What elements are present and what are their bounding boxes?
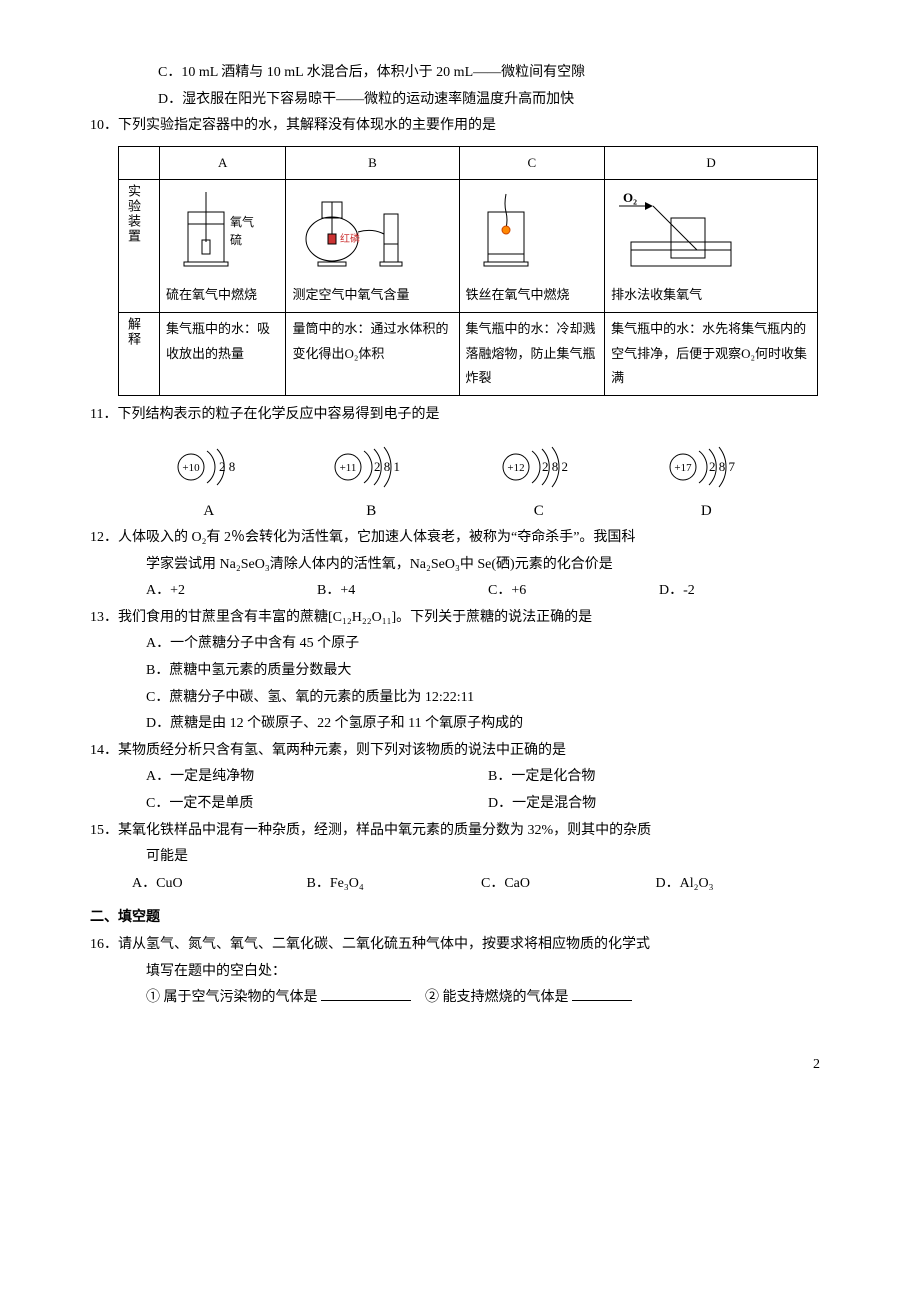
col-c: C (459, 146, 605, 180)
page-number: 2 (90, 1052, 830, 1079)
label-red-p: 红磷 (340, 232, 360, 245)
col-b: B (286, 146, 459, 180)
svg-text:2 8 7: 2 8 7 (709, 459, 736, 474)
explain-c: 集气瓶中的水：冷却溅落融熔物，防止集气瓶炸裂 (459, 312, 605, 395)
q16-part2-text: ② 能支持燃烧的气体是 (425, 990, 569, 1005)
q16-blank-2[interactable] (572, 986, 632, 1001)
q13-b: B．蔗糖中氢元素的质量分数最大 (146, 658, 830, 685)
q11-atoms: +10 2 8 A +11 2 8 1 B +12 2 8 2 C (130, 439, 790, 526)
q12-stem-1: 12．人体吸入的 O₂有 2％会转化为活性氧，它加速人体衰老，被称为“夺命杀手”… (118, 525, 830, 552)
atom-c: +12 2 8 2 C (494, 439, 584, 526)
svg-text:+11: +11 (340, 462, 357, 474)
caption-a: 硫在氧气中燃烧 (166, 283, 279, 308)
q15-options: A．CuO B．Fe₃O₄ C．CaO D．Al₂O₃ (132, 871, 830, 898)
svg-text:+17: +17 (675, 462, 693, 474)
q11-stem: 11．下列结构表示的粒子在化学反应中容易得到电子的是 (118, 402, 830, 429)
q12-options: A．+2 B．+4 C．+6 D．-2 (146, 578, 830, 605)
explain-a: 集气瓶中的水：吸收放出的热量 (160, 312, 286, 395)
q16-stem-1: 16．请从氢气、氮气、氧气、二氧化碳、二氧化硫五种气体中，按要求将相应物质的化学… (118, 932, 830, 959)
apparatus-c: 铁丝在氧气中燃烧 (459, 180, 605, 312)
q15-d: D．Al₂O₃ (656, 871, 831, 898)
apparatus-a: 氧气 硫 硫在氧气中燃烧 (160, 180, 286, 312)
col-d: D (605, 146, 818, 180)
q10-stem: 10．下列实验指定容器中的水，其解释没有体现水的主要作用的是 (118, 113, 830, 140)
row-apparatus-label: 实验装置 (119, 180, 160, 312)
atom-a: +10 2 8 A (169, 439, 249, 526)
q12-b: B．+4 (317, 578, 488, 605)
q14-b: B．一定是化合物 (488, 764, 830, 791)
row-explain-label: 解释 (119, 312, 160, 395)
q15-b: B．Fe₃O₄ (307, 871, 482, 898)
q13-d: D．蔗糖是由 12 个碳原子、22 个氢原子和 11 个氧原子构成的 (146, 711, 830, 738)
explain-b: 量筒中的水：通过水体积的变化得出O₂体积 (286, 312, 459, 395)
q15-stem-1: 15．某氧化铁样品中混有一种杂质，经测，样品中氧元素的质量分数为 32%，则其中… (118, 818, 830, 845)
q15-stem-2: 可能是 (146, 844, 830, 871)
q15-c: C．CaO (481, 871, 656, 898)
q10-table: A B C D 实验装置 氧气 硫 硫在氧气中燃烧 (118, 146, 818, 396)
caption-b: 测定空气中氧气含量 (292, 283, 452, 308)
section-2-heading: 二、填空题 (90, 905, 830, 932)
q13-a: A．一个蔗糖分子中含有 45 个原子 (146, 631, 830, 658)
q13-c: C．蔗糖分子中碳、氢、氧的元素的质量比为 12:22:11 (146, 685, 830, 712)
svg-text:2 8: 2 8 (219, 459, 235, 474)
q14-stem: 14．某物质经分析只含有氢、氧两种元素，则下列对该物质的说法中正确的是 (118, 738, 830, 765)
label-o2: 氧气 (230, 214, 254, 229)
q15-a: A．CuO (132, 871, 307, 898)
q12-d: D．-2 (659, 578, 830, 605)
q14-c: C．一定不是单质 (146, 791, 488, 818)
apparatus-d: O₂ 排水法收集氧气 (605, 180, 818, 312)
svg-text:+12: +12 (507, 462, 524, 474)
svg-text:2 8 1: 2 8 1 (374, 459, 400, 474)
q16-blank-1[interactable] (321, 986, 411, 1001)
q12-c: C．+6 (488, 578, 659, 605)
q9-option-d: D．湿衣服在阳光下容易晾干——微粒的运动速率随温度升高而加快 (158, 87, 830, 114)
svg-text:2 8 2: 2 8 2 (542, 459, 568, 474)
svg-text:+10: +10 (182, 462, 200, 474)
caption-d: 排水法收集氧气 (611, 283, 811, 308)
atom-d: +17 2 8 7 D (661, 439, 751, 526)
caption-c: 铁丝在氧气中燃烧 (466, 283, 599, 308)
q14-d: D．一定是混合物 (488, 791, 830, 818)
q16-blanks: ① 属于空气污染物的气体是 ② 能支持燃烧的气体是 (146, 985, 830, 1012)
q12-a: A．+2 (146, 578, 317, 605)
label-o2-arrow: O₂ (623, 190, 637, 205)
q16-part1-text: ① 属于空气污染物的气体是 (146, 990, 318, 1005)
explain-d: 集气瓶中的水：水先将集气瓶内的空气排净，后便于观察O₂何时收集满 (605, 312, 818, 395)
q14-a: A．一定是纯净物 (146, 764, 488, 791)
q12-stem-2: 学家尝试用 Na₂SeO₃清除人体内的活性氧，Na₂SeO₃中 Se(硒)元素的… (146, 552, 830, 579)
q13-stem: 13．我们食用的甘蔗里含有丰富的蔗糖[C₁₂H₂₂O₁₁]。下列关于蔗糖的说法正… (118, 605, 830, 632)
q16-stem-2: 填写在题中的空白处： (146, 959, 830, 986)
apparatus-b: 红磷 测定空气中氧气含量 (286, 180, 459, 312)
label-s: 硫 (230, 232, 242, 247)
atom-b: +11 2 8 1 B (326, 439, 416, 526)
q9-option-c: C．10 mL 酒精与 10 mL 水混合后，体积小于 20 mL——微粒间有空… (158, 60, 830, 87)
col-a: A (160, 146, 286, 180)
